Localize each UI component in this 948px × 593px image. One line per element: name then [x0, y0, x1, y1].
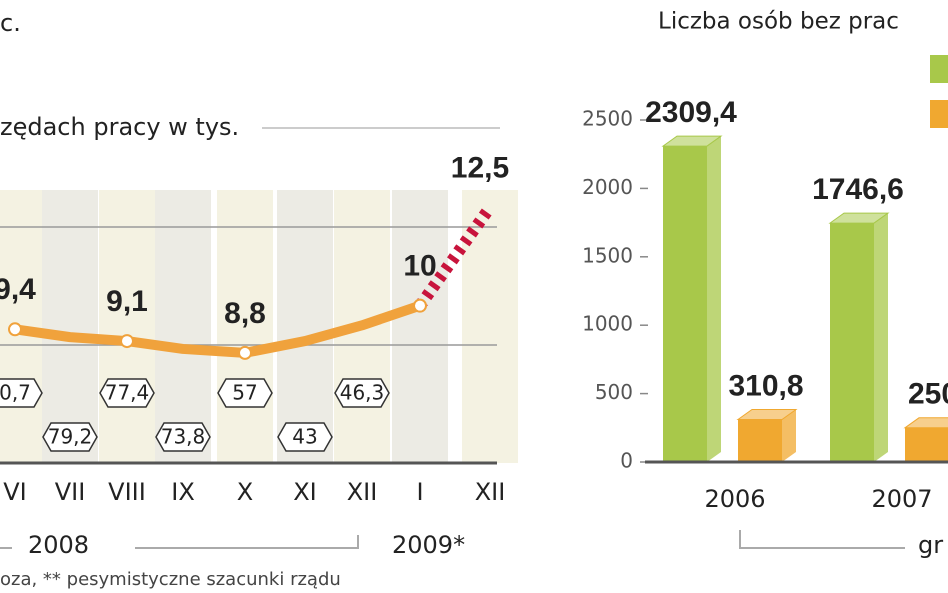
value-label: 310,8	[728, 369, 803, 402]
group-label: gr	[918, 531, 943, 559]
x-tick-label: VII	[55, 478, 86, 506]
badge-label: 0,7	[0, 381, 31, 405]
bar	[905, 427, 948, 462]
badge-frame	[0, 378, 43, 408]
forecast-line	[415, 203, 495, 310]
badge-frame	[277, 422, 333, 452]
column-band	[99, 190, 155, 463]
point	[8, 322, 22, 337]
line	[14, 300, 422, 358]
column-band	[462, 190, 518, 463]
value-label: 1746,6	[812, 173, 904, 206]
column-band	[277, 190, 333, 463]
value-label: 2309,4	[645, 96, 737, 129]
badge-label: 73,8	[161, 425, 206, 449]
bar	[663, 146, 707, 462]
x-tick-label: XI	[293, 478, 317, 506]
footnote: oza, ** pesymistyczne szacunki rządu	[0, 569, 341, 590]
y-tick-label: 2000	[582, 175, 633, 199]
badge-frame	[217, 378, 273, 408]
bar-side	[707, 136, 721, 462]
point	[413, 298, 427, 313]
badge-frame	[99, 378, 155, 408]
badge-label: 46,3	[340, 381, 385, 405]
x-tick-label: X	[237, 478, 253, 506]
group-bracket	[739, 530, 905, 549]
left-title: c.	[0, 9, 21, 37]
column-band	[42, 190, 98, 463]
y-tick-label: 1000	[582, 312, 633, 336]
value-label: 10	[403, 250, 436, 283]
y-tick-label: 2500	[582, 107, 633, 131]
legend-swatch	[930, 100, 948, 128]
x-tick-label: VI	[3, 478, 27, 506]
legend-swatch	[930, 55, 948, 83]
x-tick-label: 2007	[871, 485, 932, 513]
y-tick-label: 1500	[582, 243, 633, 267]
point	[120, 334, 134, 349]
column-band	[155, 190, 211, 463]
point	[238, 345, 252, 360]
column-band	[392, 190, 448, 463]
value-label: 250	[908, 378, 948, 411]
value-label: 8,8	[224, 297, 266, 330]
value-label: 12,5	[451, 151, 509, 184]
badge-frame	[155, 422, 211, 452]
badge-frame	[334, 378, 390, 408]
badge-label: 79,2	[48, 425, 93, 449]
period-label: 2009*	[392, 531, 465, 559]
value-label: 9,1	[106, 285, 148, 318]
badge-label: 57	[232, 381, 257, 405]
right-title: Liczba osób bez prac	[658, 9, 899, 35]
badge-frame	[42, 422, 98, 452]
x-tick-label: IX	[171, 478, 195, 506]
left-subtitle: zędach pracy w tys.	[0, 113, 239, 141]
bar-side	[782, 409, 796, 462]
bar	[738, 419, 782, 462]
period-bracket	[0, 535, 359, 549]
badge-label: 43	[292, 425, 317, 449]
badge-label: 77,4	[105, 381, 150, 405]
y-tick-label: 0	[620, 449, 633, 473]
x-tick-label: XII	[475, 478, 506, 506]
x-tick-label: VIII	[108, 478, 146, 506]
bar	[830, 223, 874, 462]
y-tick-label: 500	[595, 380, 633, 404]
x-tick-label: 2006	[704, 485, 765, 513]
column-band	[217, 190, 273, 463]
bar-side	[874, 213, 888, 462]
bar-top	[903, 417, 948, 429]
x-tick-label: XII	[347, 478, 378, 506]
x-tick-label: I	[416, 478, 423, 506]
period-label: 2008	[28, 531, 89, 559]
value-label: 9,4	[0, 273, 36, 306]
